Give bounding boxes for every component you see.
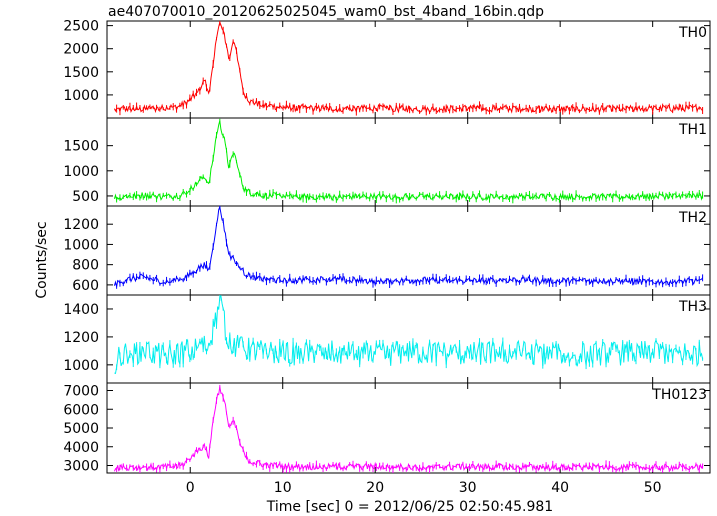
y-tick-label: 1400	[63, 302, 99, 318]
panel-label-th2: TH2	[678, 210, 707, 226]
panel-label-th3: TH3	[678, 299, 707, 315]
y-tick-label: 1000	[63, 237, 99, 253]
y-tick-label: 800	[72, 258, 99, 274]
series-line-th0	[113, 20, 703, 115]
error-bars-th1	[116, 118, 704, 204]
panel-label-th0123: TH0123	[651, 387, 707, 403]
y-tick-label: 2000	[63, 42, 99, 58]
x-axis-title: Time [sec] 0 = 2012/06/25 02:50:45.981	[266, 499, 553, 515]
y-tick-label: 5000	[63, 421, 99, 437]
x-tick-label: 10	[274, 480, 292, 496]
error-bars-th2	[116, 206, 704, 289]
y-axis-title: Counts/sec	[34, 221, 50, 298]
x-tick-label: 40	[551, 480, 569, 496]
y-tick-label: 1500	[63, 139, 99, 155]
x-tick-label: 0	[186, 480, 195, 496]
x-tick-label: 30	[459, 480, 477, 496]
error-bars-th3	[116, 295, 704, 371]
series-line-th2	[113, 205, 703, 287]
panel-label-th0: TH0	[678, 25, 707, 41]
y-tick-label: 7000	[63, 384, 99, 400]
y-tick-label: 6000	[63, 402, 99, 418]
x-tick-label: 20	[366, 480, 384, 496]
y-tick-label: 1200	[63, 330, 99, 346]
y-tick-label: 3000	[63, 459, 99, 475]
panel-frame-th0	[106, 20, 711, 119]
x-tick-label: 50	[644, 480, 662, 496]
panel-frame-th1	[106, 117, 711, 207]
series-line-th0123	[113, 386, 704, 473]
y-tick-label: 500	[72, 189, 99, 205]
y-tick-label: 1000	[63, 358, 99, 374]
y-tick-label: 1000	[63, 88, 99, 104]
error-bars-th0123	[116, 384, 704, 473]
series-line-th3	[114, 294, 704, 375]
y-tick-label: 1500	[63, 65, 99, 81]
panel-label-th1: TH1	[678, 122, 707, 138]
chart-title: ae407070010_20120625025045_wam0_bst_4ban…	[108, 4, 544, 20]
series-line-th1	[113, 120, 704, 202]
y-tick-label: 1200	[63, 217, 99, 233]
y-tick-label: 600	[72, 278, 99, 294]
y-tick-label: 4000	[63, 440, 99, 456]
error-bars-th0	[116, 21, 704, 116]
y-tick-label: 1000	[63, 164, 99, 180]
y-tick-label: 2500	[63, 19, 99, 35]
panel-frame-th3	[106, 294, 711, 384]
panel-frame-th0123	[106, 382, 711, 474]
